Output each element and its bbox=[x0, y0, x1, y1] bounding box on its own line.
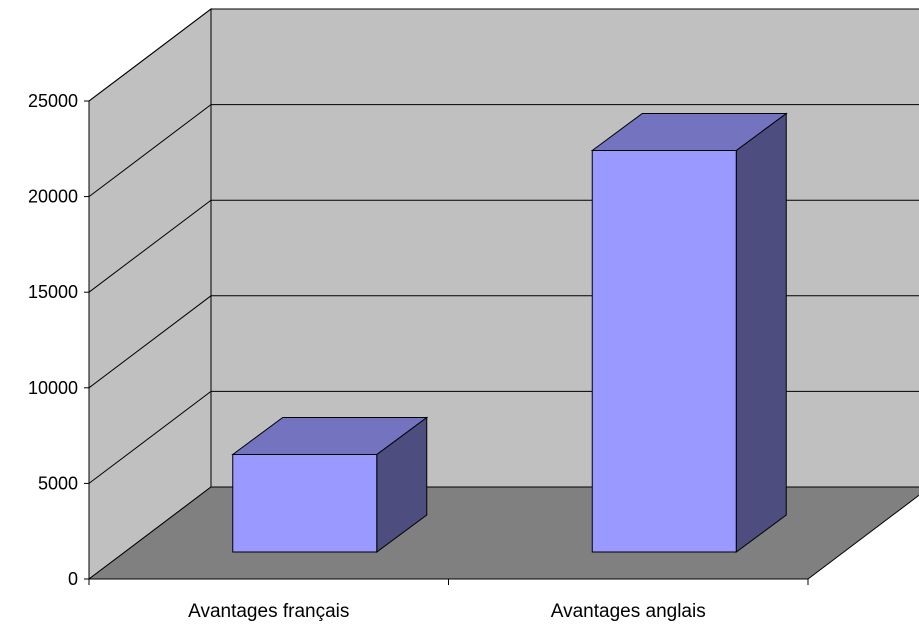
y-tick-label: 5000 bbox=[38, 473, 78, 493]
bar-side bbox=[735, 112, 787, 553]
bars bbox=[231, 112, 788, 553]
x-axis-ticks: Avantages français Avantages anglais bbox=[88, 579, 809, 622]
y-tick-label: 20000 bbox=[28, 187, 78, 207]
gridline bbox=[88, 104, 919, 197]
y-tick-label: 0 bbox=[68, 569, 78, 589]
bar-front bbox=[591, 149, 737, 553]
bar-front bbox=[232, 453, 378, 553]
y-tick-label: 10000 bbox=[28, 378, 78, 398]
x-tick-label: Avantages français bbox=[188, 601, 349, 622]
back-wall bbox=[210, 8, 919, 488]
y-tick-label: 25000 bbox=[28, 91, 78, 111]
chart-walls bbox=[87, 7, 919, 581]
gridline bbox=[88, 8, 919, 102]
y-axis-ticks: 0 5000 10000 15000 20000 25000 bbox=[28, 91, 89, 589]
bar bbox=[231, 416, 429, 553]
floor bbox=[87, 486, 919, 580]
x-tick-label: Avantages anglais bbox=[551, 601, 706, 622]
bar bbox=[590, 112, 788, 553]
y-tick-label: 15000 bbox=[28, 282, 78, 302]
side-wall bbox=[88, 7, 212, 581]
